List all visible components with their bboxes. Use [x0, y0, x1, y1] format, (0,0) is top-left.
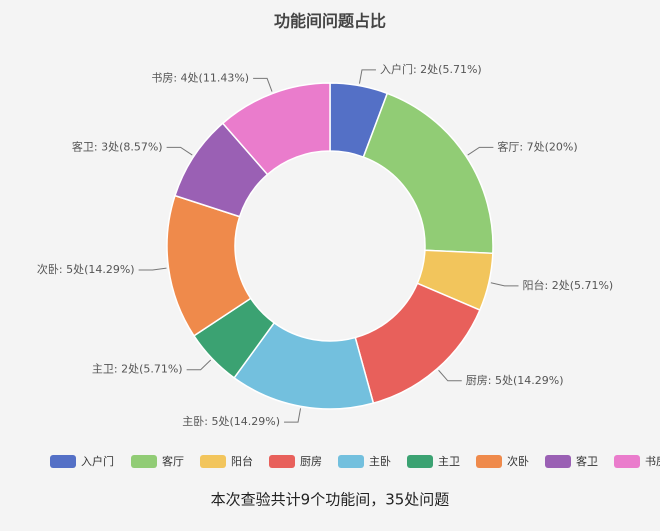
legend-swatch — [545, 455, 571, 468]
leader-line — [186, 359, 212, 371]
legend-swatch — [131, 455, 157, 468]
slice-label: 书房: 4处(11.43%) — [151, 71, 249, 84]
legend-swatch — [476, 455, 502, 468]
slice-label: 主卫: 2处(5.71%) — [92, 363, 183, 376]
slice-label: 入户门: 2处(5.71%) — [380, 62, 482, 76]
slice-label: 次卧: 5处(14.29%) — [37, 262, 135, 276]
leader-line — [438, 369, 462, 382]
slice-label: 厨房: 5处(14.29%) — [466, 374, 564, 387]
legend-label: 书房 — [645, 455, 660, 468]
slice-label: 主卧: 5处(14.29%) — [182, 415, 280, 428]
legend-label: 入户门 — [81, 454, 114, 468]
legend-swatch — [614, 455, 640, 468]
leader-line — [490, 282, 519, 287]
leader-line — [284, 408, 302, 423]
leader-line — [358, 69, 376, 84]
legend-label: 客厅 — [162, 454, 184, 468]
legend-swatch — [50, 455, 76, 468]
legend-swatch — [338, 455, 364, 468]
legend-label: 阳台 — [231, 454, 253, 468]
legend-label: 次卧 — [507, 454, 529, 468]
legend-swatch — [269, 455, 295, 468]
legend-label: 主卧 — [369, 455, 391, 468]
legend-swatch — [407, 455, 433, 468]
slice-label: 阳台: 2处(5.71%) — [523, 278, 614, 292]
leader-line — [166, 146, 193, 156]
legend-label: 客卫 — [576, 454, 598, 468]
legend-swatch — [200, 455, 226, 468]
slice-label: 客厅: 7处(20%) — [497, 139, 577, 153]
leader-line — [467, 146, 494, 156]
legend-label: 主卫 — [438, 455, 460, 468]
leader-line — [253, 77, 273, 92]
chart-title: 功能间问题占比 — [274, 12, 386, 31]
legend-label: 厨房 — [300, 455, 322, 468]
footer: 本次查验共计9个功能间，35处问题 — [211, 491, 450, 509]
leader-line — [138, 267, 167, 271]
donut-slice — [221, 82, 331, 176]
slice-label: 客卫: 3处(8.57%) — [72, 139, 163, 153]
donut-slice — [362, 92, 494, 255]
